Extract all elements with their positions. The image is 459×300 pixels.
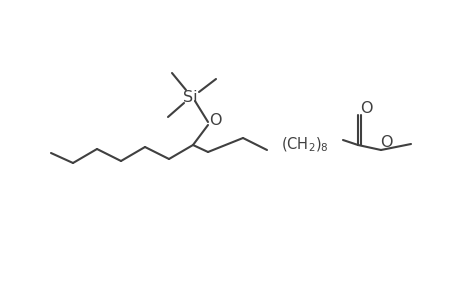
Text: (CH$_2$)$_8$: (CH$_2$)$_8$ [280,136,328,154]
Text: O: O [379,134,392,149]
Text: Si: Si [182,89,197,104]
Text: O: O [208,112,221,128]
Text: O: O [359,100,371,116]
